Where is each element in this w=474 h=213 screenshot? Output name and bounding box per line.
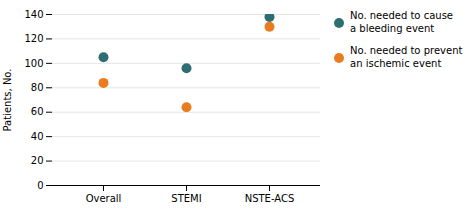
svg-text:100: 100 (24, 58, 43, 69)
svg-text:140: 140 (24, 9, 43, 20)
svg-text:Overall: Overall (86, 193, 122, 204)
svg-text:STEMI: STEMI (171, 193, 201, 204)
svg-text:Patients, No.: Patients, No. (2, 69, 13, 132)
svg-text:120: 120 (24, 33, 43, 44)
svg-text:60: 60 (31, 106, 44, 117)
html-text:No. needed to cause a bleeding: No. needed to cause a bleeding event (350, 10, 453, 34)
html-text:No. needed to prevent an ische: No. needed to prevent an ischemic event (350, 45, 463, 69)
svg-text:80: 80 (31, 82, 44, 93)
svg-text:40: 40 (31, 131, 44, 142)
svg-text:20: 20 (31, 155, 44, 166)
svg-text:NSTE-ACS: NSTE-ACS (245, 193, 295, 204)
svg-text:0: 0 (37, 180, 43, 191)
